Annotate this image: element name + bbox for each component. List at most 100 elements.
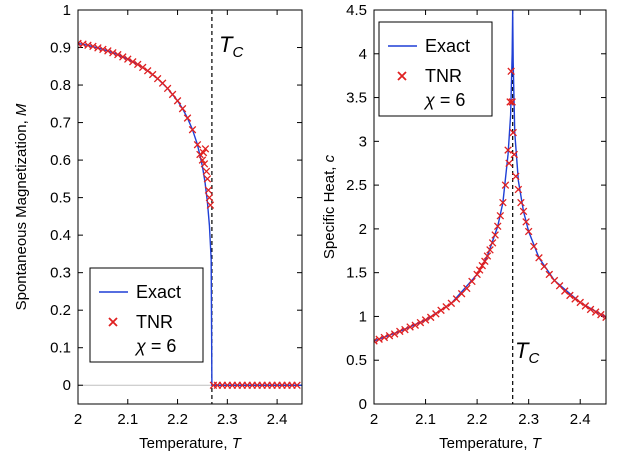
chart-2-tnr-markers	[374, 67, 606, 345]
chart-1-tnr-point	[99, 45, 107, 54]
chart-2-tnr-point	[468, 277, 476, 286]
chart-2-tnr-point	[493, 222, 502, 231]
chart-1-tnr-point	[205, 193, 214, 202]
chart-2-y-tick-label: 3.5	[346, 90, 367, 107]
chart-1-y-tick-label: 0.9	[50, 40, 71, 57]
chart-1-tnr-point	[133, 60, 142, 69]
chart-1-tnr-point	[168, 90, 177, 99]
chart-2-tnr-point	[406, 323, 414, 331]
chart-2-tnr-point	[506, 98, 514, 106]
chart-2-tnr-point	[512, 172, 520, 181]
chart-2-tnr-point	[540, 262, 548, 271]
specific-heat-chart: 2 2.1 2.2 2.3 2.4 0 0.5 1 1.5 2 2.5 3 3.5 4 4.5 Tempera…	[321, 2, 607, 452]
chart-2-tnr-point	[401, 325, 409, 334]
chart-2-tnr-point	[380, 333, 389, 342]
chart-1-y-tick-label: 0.3	[50, 265, 71, 282]
chart-1-tnr-point	[198, 156, 207, 164]
chart-1-tnr-point	[178, 104, 187, 113]
chart-2-legend: Exact TNR χ = 6	[378, 21, 493, 117]
chart-1-tnr-point	[188, 125, 197, 134]
chart-2-y-tick-label: 1	[359, 308, 367, 325]
chart-2-tnr-point	[499, 198, 507, 207]
chart-2-frame	[373, 9, 607, 405]
chart-2-tnr-point	[581, 302, 590, 310]
chart-2-tnr-point	[517, 198, 525, 207]
chart-2-y-tick-label: 2.5	[346, 177, 367, 194]
chart-1-tnr-point	[143, 67, 152, 75]
chart-1-tnr-point	[293, 381, 301, 389]
chart-1-x-axis-label: Temperature, T	[139, 435, 243, 452]
chart-2-y-tick-label: 4.5	[346, 2, 367, 19]
chart-1-tnr-point	[104, 47, 112, 55]
chart-1-tnr-point	[199, 148, 208, 157]
chart-2-tnr-point	[463, 284, 471, 293]
chart-2-y-tick-label: 0	[359, 396, 367, 413]
chart-2-tnr-point	[437, 306, 445, 315]
chart-2-y-tick-label: 3	[359, 133, 367, 150]
chart-2-tnr-point	[530, 242, 538, 251]
chart-2-tnr-point	[475, 266, 484, 274]
chart-2-legend-chi-label: χ = 6	[423, 90, 465, 110]
chart-2-tnr-point	[411, 321, 420, 329]
chart-1-tnr-point	[163, 84, 172, 93]
chart-2-tnr-point	[514, 185, 523, 194]
chart-1-x-tick-label: 2	[74, 411, 82, 428]
chart-2-tnr-point	[504, 146, 512, 154]
chart-1-tnr-point	[173, 97, 182, 105]
chart-1-tnr-point	[193, 140, 202, 149]
chart-2-tnr-point	[416, 318, 425, 327]
chart-2-tnr-point	[481, 257, 489, 266]
chart-2-tnr-point	[510, 150, 518, 159]
chart-2-tnr-point	[571, 295, 579, 303]
chart-2-y-axis-label: Specific Heat, c	[321, 154, 338, 259]
chart-1-tnr-point	[109, 49, 117, 57]
chart-1-tnr-point	[196, 150, 204, 159]
chart-2-tnr-point	[597, 310, 605, 319]
chart-1-tnr-point	[119, 53, 127, 61]
chart-1-tnr-point	[124, 55, 132, 63]
chart-2-tnr-point	[576, 298, 584, 307]
chart-1-x-tick-label: 2.1	[117, 411, 138, 428]
chart-1-y-tick-label: 0	[63, 377, 71, 394]
chart-1-tnr-point	[138, 63, 147, 72]
chart-2-legend-tnr-label: TNR	[425, 66, 462, 86]
chart-1-legend-chi-label: χ = 6	[134, 336, 176, 356]
chart-2-tnr-point	[591, 308, 600, 316]
chart-2-tnr-point	[442, 303, 450, 311]
chart-2-x-tick-label: 2.3	[518, 411, 539, 428]
chart-2-x-tick-label: 2.4	[570, 411, 591, 428]
chart-2-legend-exact-label: Exact	[425, 36, 470, 56]
chart-2-tnr-point	[421, 316, 430, 324]
chart-1-y-tick-label: 0.8	[50, 77, 71, 94]
chart-1-tnr-point	[200, 160, 209, 168]
chart-2-tnr-point	[522, 218, 530, 226]
chart-1-tnr-point	[203, 175, 212, 183]
chart-1-x-tick-label: 2.2	[167, 411, 188, 428]
chart-2-y-tick-label: 2	[359, 221, 367, 238]
chart-1-tnr-markers	[78, 39, 301, 389]
chart-2-tc-label: TC	[515, 338, 539, 367]
chart-2-tnr-point	[486, 246, 494, 254]
chart-1-tnr-point	[202, 167, 211, 176]
chart-2-tnr-point	[390, 330, 399, 338]
chart-1-tnr-point	[206, 201, 215, 209]
chart-1-legend-tnr-swatch	[108, 317, 118, 327]
chart-1-y-tick-label: 1	[63, 2, 71, 19]
chart-2-tnr-point	[586, 305, 595, 314]
chart-1-tnr-point	[89, 42, 97, 51]
chart-1-y-tick-label: 0.5	[50, 190, 71, 207]
chart-2-tnr-point	[566, 291, 574, 300]
chart-2-x-tick-label: 2.2	[467, 411, 488, 428]
chart-2-tnr-point	[473, 270, 481, 279]
chart-2-tnr-point	[496, 211, 505, 220]
chart-1-legend-exact-label: Exact	[136, 282, 181, 302]
chart-2-tnr-point	[501, 181, 510, 189]
chart-2-tnr-point	[535, 254, 543, 262]
chart-1-legend-box	[89, 267, 204, 363]
chart-2-tnr-point	[524, 227, 533, 236]
chart-2-tnr-point	[507, 67, 515, 76]
chart-1-tc-label: TC	[219, 32, 243, 61]
chart-2-x-tick-label: 2.1	[415, 411, 436, 428]
magnetization-chart: 2 2.1 2.2 2.3 2.4 0 0.1 0.2 0.3 0.4 0.5 0.6 0.7 0.8 0.…	[13, 2, 303, 452]
